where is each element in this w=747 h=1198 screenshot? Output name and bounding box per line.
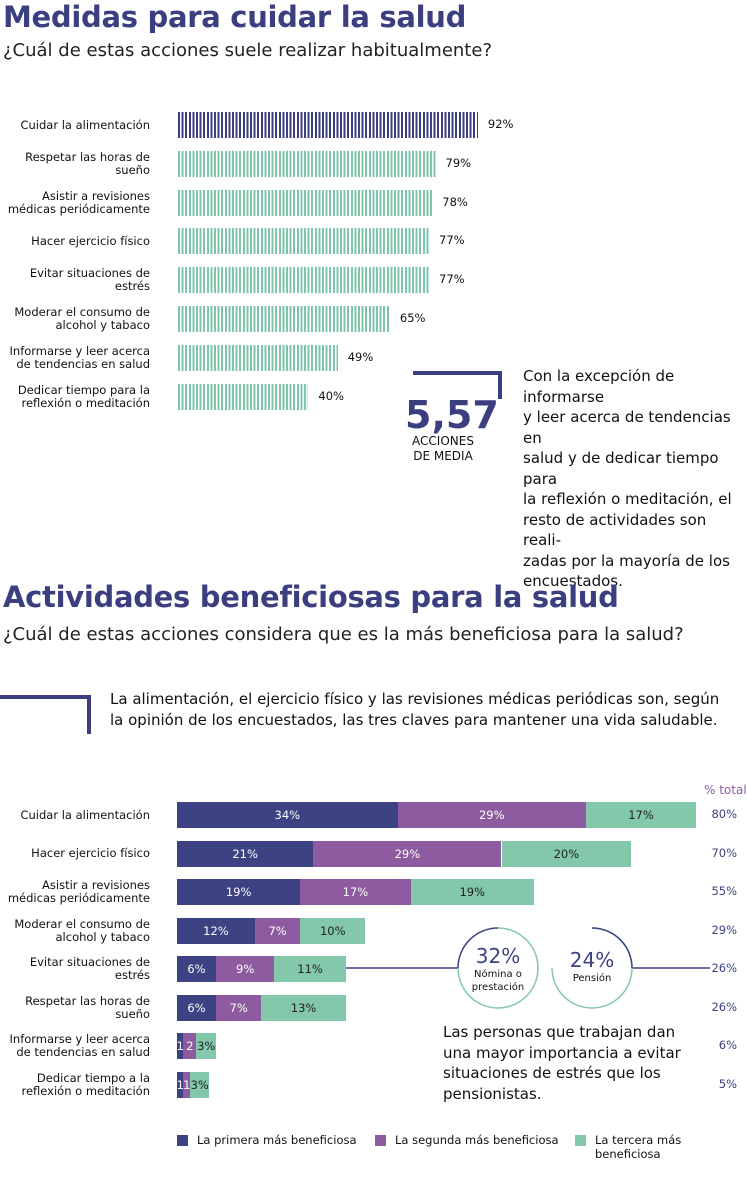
legend-swatch (177, 1135, 188, 1146)
category-label: Evitar situaciones de estrés (29, 955, 150, 982)
category-label: Dedicar tiempo para la reflexión o medit… (17, 382, 150, 410)
category-label: Respetar las horas de sueño (25, 993, 150, 1021)
bar-segment: 19% (177, 879, 301, 905)
bar (178, 306, 390, 332)
callout-value: 5,57 (405, 393, 499, 437)
value-label: 77% (439, 233, 465, 248)
bar-segment: 12% (177, 917, 255, 944)
category-label: Moderar el consumo de alcohol y tabaco (14, 916, 150, 944)
category-label: Hacer ejercicio físico (31, 233, 150, 248)
bar-segment: 20% (501, 840, 632, 867)
callout-label: ACCIONES DE MEDIA (412, 434, 474, 463)
bar-segment: 1 (177, 1071, 184, 1098)
bar-segment: 7% (254, 917, 301, 944)
bar-segment: 21% (177, 840, 314, 867)
bar (178, 344, 338, 371)
category-label: Cuidar la alimentación (20, 117, 150, 132)
legend-swatch (575, 1135, 586, 1146)
note: Las personas que trabajan dan una mayor … (443, 1023, 681, 1103)
legend-label: La tercera más beneficiosa (595, 1133, 682, 1161)
total-label: 6% (718, 1038, 737, 1052)
title: Medidas para cuidar la salud (3, 0, 467, 34)
legend-swatch (375, 1135, 386, 1146)
bar-segment: 1 (183, 1071, 190, 1098)
legend-label: La segunda más beneficiosa (395, 1133, 559, 1147)
bar-segment: 13% (261, 994, 346, 1021)
value-label: 49% (347, 349, 374, 364)
bar-segment: 11% (274, 956, 346, 982)
bar-segment: 29% (313, 840, 502, 867)
circle-label: Nómina o prestación (471, 969, 525, 993)
value-label: 40% (318, 388, 344, 403)
bar-segment: 2 (183, 1033, 197, 1059)
category-label: Informarse y leer acerca de tendencias e… (9, 1032, 150, 1059)
bar (178, 383, 309, 410)
bar (178, 228, 430, 255)
bar-segment: 19% (410, 879, 534, 905)
circle (457, 927, 539, 1009)
value-label: 78% (442, 194, 468, 209)
bar (178, 189, 433, 216)
bar-segment: 29% (397, 802, 586, 828)
bar-segment: 10% (300, 917, 366, 944)
category-label: Cuidar la alimentación (20, 807, 150, 822)
category-label: Asistir a revisiones médicas periódicame… (7, 188, 150, 216)
bar-segment: 3% (189, 1071, 210, 1098)
bar-segment: 6% (177, 956, 216, 982)
subtitle: ¿Cuál de estas acciones suele realizar h… (3, 40, 492, 61)
bar-segment: 3% (196, 1033, 216, 1059)
bar-segment: 17% (585, 802, 697, 828)
bar (178, 112, 478, 138)
bar (178, 267, 430, 294)
bracket (413, 371, 502, 399)
value-label: 65% (399, 311, 426, 325)
category-label: Moderar el consumo de alcohol y tabaco (14, 305, 150, 332)
value-label: 79% (445, 155, 472, 170)
bar-segment: 17% (300, 879, 411, 905)
category-label: Hacer ejercicio físico (31, 846, 150, 860)
circle-label: Pensión (572, 973, 612, 984)
category-label: Asistir a revisiones médicas periódicame… (7, 878, 150, 905)
category-label: Evitar situaciones de estrés (29, 266, 150, 294)
intro-text: La alimentación, el ejercicio físico y l… (110, 690, 720, 729)
bar-segment: 34% (177, 802, 398, 828)
category-label: Dedicar tiempo a la reflexión o meditaci… (21, 1070, 150, 1098)
legend-label: La primera más beneficiosa (197, 1133, 357, 1147)
circle (457, 927, 499, 969)
value-label: 77% (439, 272, 465, 287)
bar-segment: 7% (215, 994, 262, 1021)
total-label: 26% (711, 961, 737, 975)
subtitle: ¿Cuál de estas acciones considera que es… (3, 624, 684, 645)
category-label: Respetar las horas de sueño (25, 149, 150, 177)
callout-text: Con la excepción de informarse y leer ac… (523, 367, 732, 590)
bar-segment: 1 (177, 1033, 184, 1059)
total-label: 70% (711, 845, 737, 860)
category-label: Informarse y leer acerca de tendencias e… (9, 343, 150, 371)
total-label: 29% (711, 922, 737, 937)
bar (178, 150, 436, 177)
circle-value: 32% (475, 944, 521, 968)
bar-segment: 6% (177, 994, 216, 1021)
value-label: 92% (487, 117, 514, 131)
total-label: 5% (718, 1076, 737, 1091)
bracket (0, 695, 91, 734)
total-label: 80% (711, 807, 737, 821)
circle-value: 24% (569, 948, 615, 972)
circle (591, 927, 633, 969)
bar-segment: 9% (215, 956, 275, 982)
total-label: 26% (711, 999, 737, 1014)
totals-title: % total (704, 783, 747, 797)
total-label: 55% (711, 884, 737, 898)
title: Actividades beneficiosas para la salud (3, 580, 619, 614)
